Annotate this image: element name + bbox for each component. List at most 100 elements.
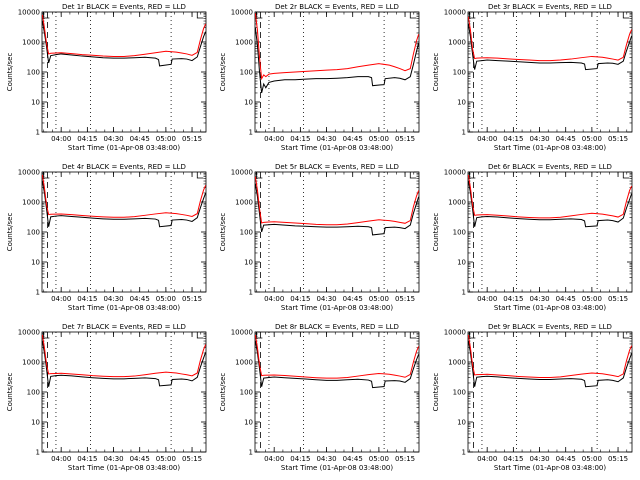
x-axis-label: Start Time (01-Apr-08 03:48:00) xyxy=(68,464,180,472)
y-tick-label: 1 xyxy=(249,129,253,137)
y-tick-label: 1000 xyxy=(448,39,466,47)
series-line-events xyxy=(468,23,632,71)
series-line-lld xyxy=(42,14,206,57)
panel-title: Det 6r BLACK = Events, RED = LLD xyxy=(488,163,612,171)
x-tick-label: 04:15 xyxy=(77,295,97,303)
panel-5: Det 5r BLACK = Events, RED = LLD 1 10 100 10… xyxy=(219,163,420,312)
panel-4: Det 4r BLACK = Events, RED = LLD 1 10 100 10… xyxy=(6,163,207,312)
x-axis-label: Start Time (01-Apr-08 03:48:00) xyxy=(281,464,393,472)
x-tick-label: 04:15 xyxy=(290,295,310,303)
y-tick-label: 1000 xyxy=(22,199,40,207)
y-tick-label: 100 xyxy=(240,229,253,237)
y-axis-label: Counts/sec xyxy=(219,373,227,412)
y-tick-label: 10000 xyxy=(231,9,253,17)
plot-frame xyxy=(467,331,633,453)
panel-1: Det 1r BLACK = Events, RED = LLD 1 10 100 10… xyxy=(6,3,207,152)
y-tick-label: 10000 xyxy=(231,329,253,337)
x-tick-label: 04:30 xyxy=(529,135,549,143)
panel-9: Det 9r BLACK = Events, RED = LLD 1 10 100 10… xyxy=(432,323,633,472)
x-tick-label: 05:00 xyxy=(156,135,176,143)
y-tick-label: 100 xyxy=(240,389,253,397)
x-tick-label: 04:15 xyxy=(503,135,523,143)
x-tick-label: 05:00 xyxy=(369,135,389,143)
x-axis-label: Start Time (01-Apr-08 03:48:00) xyxy=(281,304,393,312)
y-tick-label: 1000 xyxy=(235,199,253,207)
y-tick-label: 10000 xyxy=(444,169,466,177)
interval-marker xyxy=(468,172,476,179)
x-tick-label: 04:45 xyxy=(343,455,363,463)
plot-frame xyxy=(41,11,207,133)
interval-marker xyxy=(255,172,263,179)
x-tick-label: 05:15 xyxy=(395,135,415,143)
y-tick-label: 10000 xyxy=(444,9,466,17)
x-tick-label: 04:15 xyxy=(290,135,310,143)
series-line-lld xyxy=(468,174,632,219)
series-line-lld xyxy=(255,334,419,379)
y-tick-label: 10 xyxy=(31,99,40,107)
x-axis-label: Start Time (01-Apr-08 03:48:00) xyxy=(281,144,393,152)
y-tick-label: 1 xyxy=(36,129,40,137)
y-axis-label: Counts/sec xyxy=(432,53,440,92)
y-tick-label: 100 xyxy=(27,389,40,397)
panel-2: Det 2r BLACK = Events, RED = LLD 1 10 100 10… xyxy=(219,3,420,152)
interval-marker xyxy=(196,332,204,339)
x-tick-label: 04:45 xyxy=(343,135,363,143)
x-tick-label: 04:45 xyxy=(130,135,150,143)
panel-title: Det 2r BLACK = Events, RED = LLD xyxy=(275,3,399,11)
y-tick-label: 10 xyxy=(244,259,253,267)
y-tick-label: 100 xyxy=(453,389,466,397)
interval-marker xyxy=(196,12,204,19)
y-tick-label: 1000 xyxy=(448,359,466,367)
x-tick-label: 04:00 xyxy=(51,295,71,303)
x-tick-label: 04:30 xyxy=(316,295,336,303)
panel-title: Det 8r BLACK = Events, RED = LLD xyxy=(275,323,399,331)
x-tick-label: 04:00 xyxy=(51,135,71,143)
y-tick-label: 10000 xyxy=(231,169,253,177)
series-line-events xyxy=(255,340,419,389)
interval-marker xyxy=(42,172,50,179)
plot-frame xyxy=(41,331,207,453)
plot-frame xyxy=(467,171,633,293)
y-tick-label: 1 xyxy=(249,449,253,457)
x-tick-label: 04:15 xyxy=(503,455,523,463)
interval-marker xyxy=(196,172,204,179)
x-tick-label: 04:30 xyxy=(316,135,336,143)
x-tick-label: 04:15 xyxy=(290,455,310,463)
series-line-events xyxy=(42,340,206,387)
y-tick-label: 1 xyxy=(462,129,466,137)
y-tick-label: 1000 xyxy=(22,39,40,47)
series-line-lld xyxy=(468,16,632,62)
x-tick-label: 05:15 xyxy=(608,455,628,463)
x-tick-label: 05:00 xyxy=(582,135,602,143)
y-tick-label: 1 xyxy=(36,289,40,297)
interval-marker xyxy=(622,332,630,339)
panel-6: Det 6r BLACK = Events, RED = LLD 1 10 100 10… xyxy=(432,163,633,312)
series-line-events xyxy=(255,27,419,94)
x-tick-label: 04:00 xyxy=(477,455,497,463)
x-tick-label: 05:15 xyxy=(608,295,628,303)
y-axis-label: Counts/sec xyxy=(6,53,14,92)
x-tick-label: 05:00 xyxy=(582,455,602,463)
panel-title: Det 9r BLACK = Events, RED = LLD xyxy=(488,323,612,331)
x-tick-label: 05:15 xyxy=(395,455,415,463)
series-line-lld xyxy=(255,13,419,81)
series-line-events xyxy=(42,20,206,67)
series-line-lld xyxy=(255,176,419,226)
x-tick-label: 04:45 xyxy=(556,455,576,463)
x-tick-label: 05:15 xyxy=(182,295,202,303)
interval-marker xyxy=(255,332,263,339)
series-line-lld xyxy=(42,174,206,218)
panel-title: Det 7r BLACK = Events, RED = LLD xyxy=(62,323,186,331)
x-tick-label: 04:30 xyxy=(103,295,123,303)
x-axis-label: Start Time (01-Apr-08 03:48:00) xyxy=(494,144,606,152)
y-tick-label: 100 xyxy=(453,229,466,237)
y-tick-label: 10 xyxy=(31,419,40,427)
panel-7: Det 7r BLACK = Events, RED = LLD 1 10 100 10… xyxy=(6,323,207,472)
y-tick-label: 1 xyxy=(249,289,253,297)
x-tick-label: 04:30 xyxy=(103,455,123,463)
interval-marker xyxy=(622,172,630,179)
panel-3: Det 3r BLACK = Events, RED = LLD 1 10 100 10… xyxy=(432,3,633,152)
y-tick-label: 1 xyxy=(462,289,466,297)
panel-8: Det 8r BLACK = Events, RED = LLD 1 10 100 10… xyxy=(219,323,420,472)
